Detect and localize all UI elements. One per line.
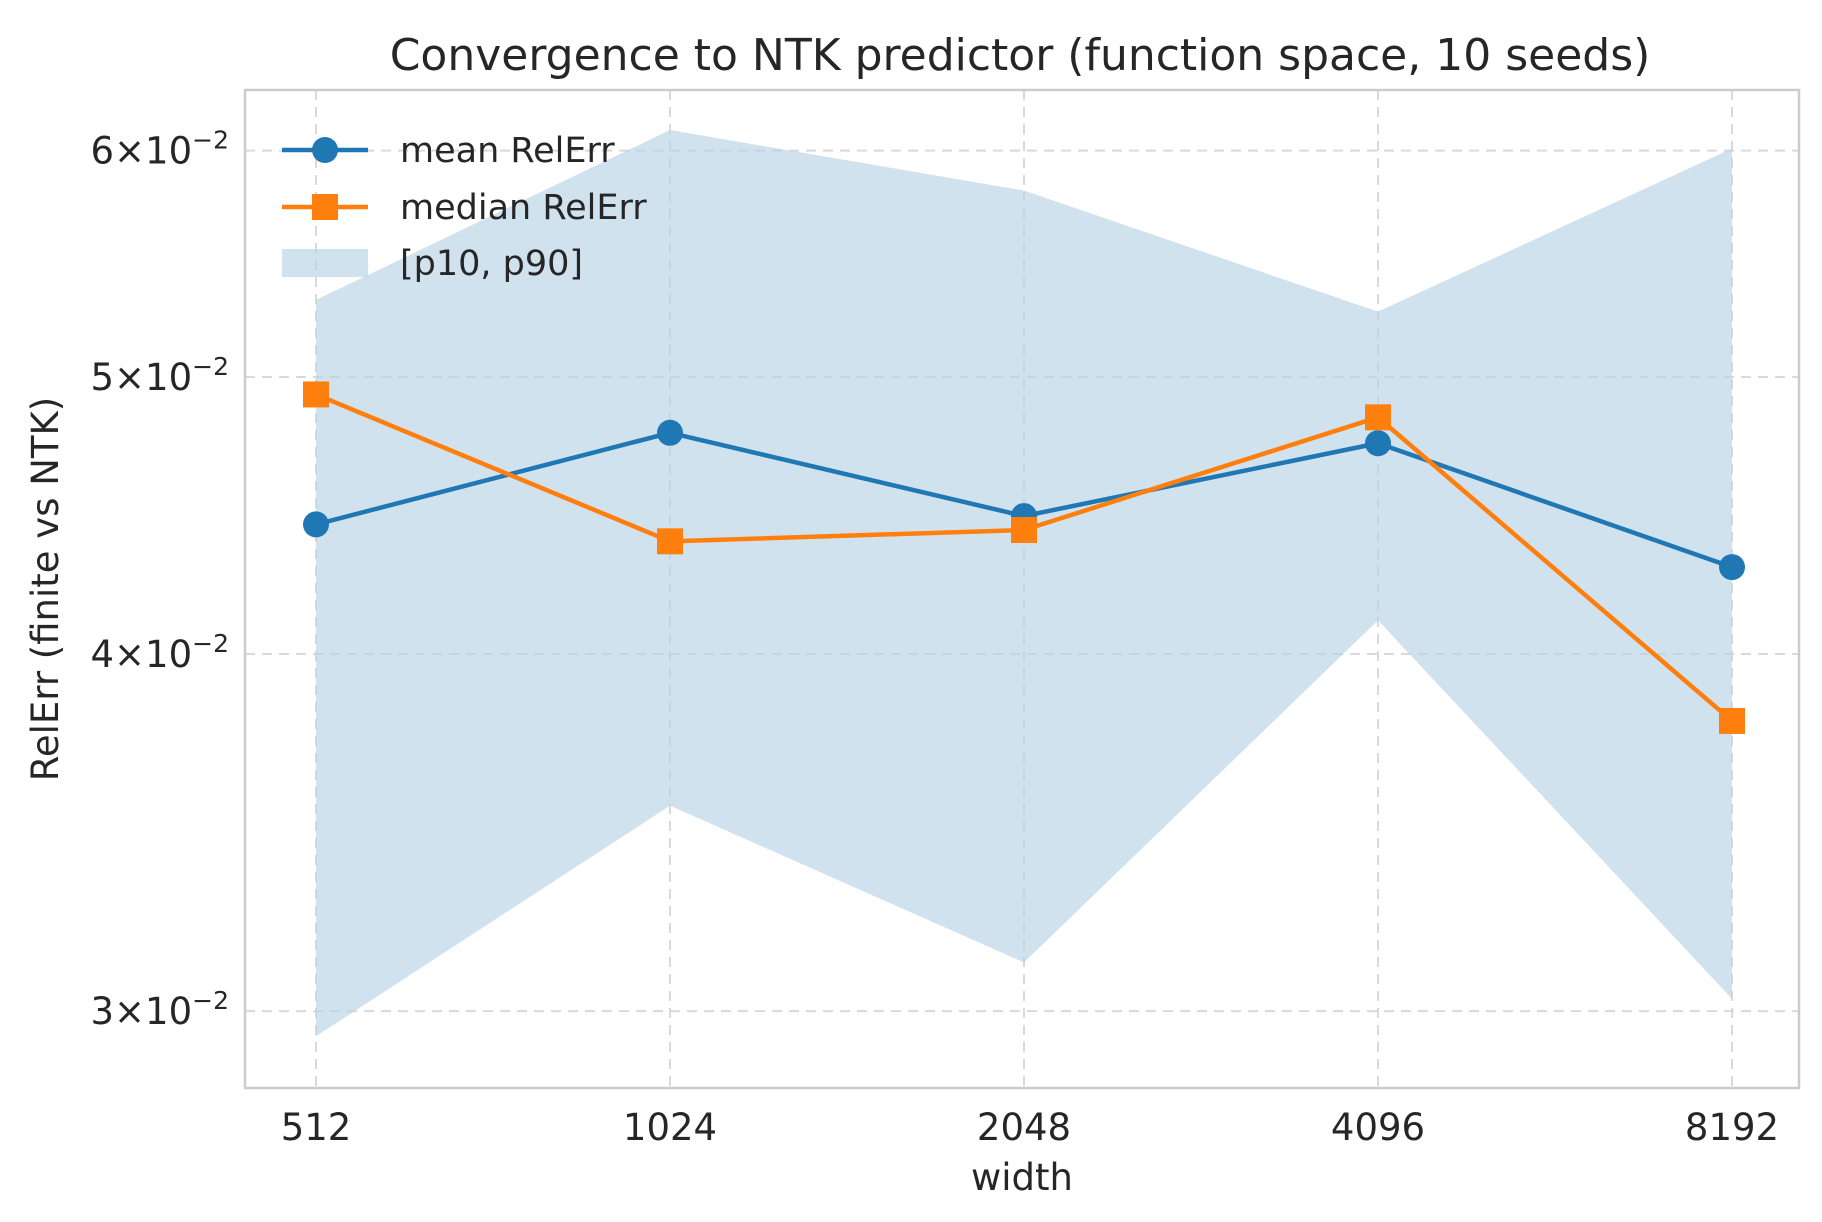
chart-title: Convergence to NTK predictor (function s… [390,30,1651,81]
y-tick-label: 3×10−2 [91,986,229,1033]
percentile-band-layer [316,130,1732,1037]
y-tick-labels: 3×10−2 4×10−2 5×10−2 6×10−2 [91,126,229,1034]
legend-label: mean RelErr [400,131,615,171]
x-tick-labels: 512 1024 2048 4096 8192 [281,1106,1779,1149]
p10-p90-band [316,130,1732,1037]
data-point [1365,430,1391,457]
legend-label: median RelErr [400,188,647,228]
data-point [1719,707,1745,734]
x-axis-label: width [971,1156,1073,1199]
legend-marker [312,137,338,163]
x-tick-label: 4096 [1331,1106,1425,1149]
y-axis-label: RelErr (finite vs NTK) [24,397,67,781]
data-point [1719,554,1745,581]
x-tick-label: 512 [281,1106,352,1149]
legend-label: [p10, p90] [400,244,583,284]
y-tick-label: 5×10−2 [91,352,229,399]
x-tick-label: 8192 [1685,1106,1779,1149]
x-tick-label: 2048 [977,1106,1071,1149]
data-point [303,511,329,538]
data-point [657,419,683,446]
data-point [303,381,329,408]
x-tick-label: 1024 [623,1106,717,1149]
data-point [657,528,683,555]
plot-frame [243,88,1801,1090]
legend-band-swatch [282,249,368,277]
y-tick-label: 4×10−2 [91,629,229,676]
data-point [1365,404,1391,431]
data-point [1011,517,1037,544]
series-layer [303,381,1745,734]
legend: mean RelErr median RelErr [p10, p90] [282,131,647,284]
series-median-relerr [303,381,1745,734]
y-tick-label: 6×10−2 [91,126,229,173]
legend-marker [312,194,338,220]
